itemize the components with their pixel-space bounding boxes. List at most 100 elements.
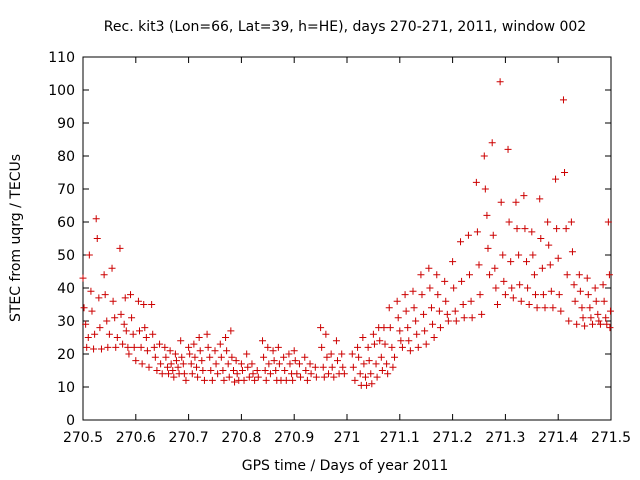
data-point — [513, 225, 521, 233]
data-point — [121, 294, 129, 302]
data-point — [516, 281, 524, 289]
data-point — [576, 287, 584, 295]
y-tick-label: 0 — [66, 413, 75, 429]
data-point — [150, 343, 158, 351]
data-point — [460, 314, 468, 322]
data-point — [328, 363, 336, 371]
y-tick-label: 50 — [57, 248, 75, 264]
data-point — [554, 254, 562, 262]
data-point — [291, 357, 299, 365]
data-point — [318, 343, 326, 351]
data-point — [188, 370, 196, 378]
data-point — [162, 353, 170, 361]
data-point — [84, 334, 92, 341]
data-point — [378, 367, 386, 374]
data-point — [377, 353, 385, 361]
data-point — [595, 317, 603, 325]
data-point — [275, 360, 283, 368]
x-tick-label: 270.7 — [169, 430, 209, 446]
data-point — [261, 367, 269, 374]
data-point — [476, 291, 484, 299]
data-point — [211, 347, 219, 355]
data-point — [272, 367, 280, 374]
data-point — [559, 96, 567, 104]
data-point — [394, 314, 402, 322]
y-tick-label: 80 — [57, 149, 75, 165]
data-point — [312, 373, 320, 381]
data-point — [264, 343, 272, 351]
data-point — [195, 334, 203, 341]
data-point — [317, 324, 325, 332]
data-point — [497, 198, 505, 206]
data-point — [95, 294, 103, 302]
x-tick-label: 270.5 — [63, 430, 103, 446]
data-point — [443, 310, 451, 318]
data-point — [450, 284, 458, 292]
data-point — [397, 337, 405, 345]
data-point — [170, 373, 178, 381]
data-point — [88, 307, 96, 315]
data-point — [493, 301, 501, 308]
data-point — [520, 192, 528, 200]
data-point — [224, 360, 232, 368]
data-point — [467, 297, 475, 305]
data-point — [606, 307, 614, 315]
data-point — [322, 330, 330, 338]
data-point — [515, 251, 523, 259]
data-point — [158, 370, 166, 378]
y-tick-label: 30 — [57, 314, 75, 330]
data-point — [165, 370, 173, 378]
data-point — [295, 360, 303, 368]
data-point — [82, 320, 90, 328]
data-point — [332, 337, 340, 345]
data-point — [105, 330, 113, 338]
data-point — [157, 360, 165, 368]
x-tick-label: 271.2 — [433, 430, 473, 446]
data-point — [499, 251, 507, 259]
data-point — [500, 277, 508, 285]
data-point — [404, 324, 412, 332]
data-point — [127, 291, 135, 299]
data-point — [521, 225, 529, 233]
data-point — [553, 225, 561, 233]
data-point — [402, 307, 410, 315]
data-point — [227, 327, 235, 335]
x-tick-label: 271.3 — [485, 430, 525, 446]
data-point — [483, 211, 491, 219]
data-point — [563, 271, 571, 279]
data-point — [393, 297, 401, 305]
data-point — [473, 228, 481, 236]
data-point — [531, 291, 539, 299]
data-point — [570, 281, 578, 289]
data-point — [348, 350, 356, 358]
data-point — [171, 350, 179, 358]
data-point — [190, 340, 198, 348]
data-point — [351, 376, 359, 384]
data-point — [163, 363, 171, 371]
data-point — [427, 304, 435, 312]
data-point — [249, 370, 257, 378]
data-point — [524, 284, 532, 292]
x-tick-label: 271.1 — [380, 430, 420, 446]
data-point — [552, 175, 560, 183]
data-point — [143, 347, 151, 355]
data-point — [153, 367, 161, 374]
data-point — [606, 324, 614, 332]
data-point — [290, 347, 298, 355]
data-point — [472, 178, 480, 186]
data-point — [464, 231, 472, 239]
data-point — [468, 314, 476, 322]
data-point — [417, 271, 425, 279]
data-point — [488, 139, 496, 147]
data-point — [356, 370, 364, 378]
data-point — [186, 350, 194, 358]
data-point — [568, 248, 576, 256]
data-point — [592, 297, 600, 305]
data-point — [266, 370, 274, 378]
data-point — [594, 310, 602, 318]
data-point — [191, 353, 199, 361]
data-point — [238, 367, 246, 374]
data-point — [557, 307, 565, 315]
data-point — [380, 324, 388, 332]
